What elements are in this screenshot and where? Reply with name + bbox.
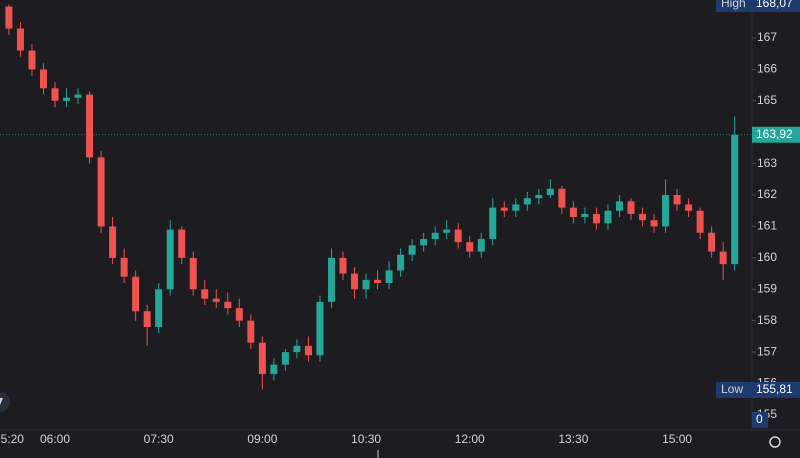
candle-body: [558, 188, 566, 208]
candle-body: [189, 257, 197, 290]
candle-body: [500, 207, 508, 211]
candle-body: [477, 239, 485, 252]
candle-body: [512, 204, 520, 211]
low-value: 155,81: [756, 382, 793, 396]
candle-body: [63, 97, 71, 101]
volume-box: [752, 412, 768, 428]
candle-body: [235, 308, 243, 321]
candle-body: [51, 88, 59, 101]
x-tick-label: 06:00: [40, 432, 70, 446]
candle-body: [374, 279, 382, 284]
candle-body: [489, 207, 497, 240]
y-tick-label: 161: [757, 219, 777, 233]
x-tick-label: 10:30: [351, 432, 381, 446]
x-tick-label: 07:30: [144, 432, 174, 446]
y-tick-label: 162: [757, 187, 777, 201]
candle-body: [339, 257, 347, 274]
candle-body: [16, 28, 24, 51]
candle-body: [293, 345, 301, 353]
candle-body: [351, 273, 359, 290]
candle-body: [420, 239, 428, 246]
candle-body: [385, 270, 393, 284]
high-value: 168,07: [756, 0, 793, 10]
candle-body: [466, 242, 474, 252]
candle-body: [431, 232, 439, 240]
candle-body: [247, 320, 255, 343]
candle-body: [304, 345, 312, 356]
candle-body: [86, 94, 94, 158]
candle-body: [327, 257, 335, 302]
y-tick-label: 157: [757, 344, 777, 358]
candle-body: [454, 229, 462, 243]
y-tick-label: 163: [757, 156, 777, 170]
volume-value: 0: [756, 412, 763, 426]
y-tick-label: 158: [757, 313, 777, 327]
candle-body: [523, 198, 531, 205]
candle-body: [39, 69, 47, 89]
high-label: High: [721, 0, 746, 10]
x-tick-label: 12:00: [455, 432, 485, 446]
candle-body: [120, 257, 128, 277]
candle-body: [28, 50, 36, 70]
candle-body: [581, 213, 589, 218]
y-tick-label: 166: [757, 62, 777, 76]
candle-body: [201, 289, 209, 299]
candle-body: [719, 251, 727, 265]
candle-body: [615, 201, 623, 211]
candle-body: [662, 195, 670, 227]
candle-body: [178, 229, 186, 258]
candle-body: [569, 207, 577, 218]
scroll-button[interactable]: [0, 392, 10, 412]
x-tick-label: 15:00: [662, 432, 692, 446]
low-box: [716, 382, 800, 398]
candle-body: [74, 94, 82, 98]
candle-body: [639, 213, 647, 221]
candle-body: [109, 226, 117, 258]
candle-body: [604, 210, 612, 224]
candle-body: [443, 229, 451, 233]
candle-body: [708, 232, 716, 252]
candle-body: [362, 279, 370, 290]
settings-button[interactable]: [769, 436, 781, 448]
last-price-value: 163,92: [756, 127, 793, 141]
y-tick-label: 159: [757, 281, 777, 295]
candle-body: [5, 6, 13, 29]
low-label: Low: [721, 382, 743, 396]
candle-body: [155, 289, 163, 327]
x-tick-label: 05:20: [0, 432, 24, 446]
candle-body: [650, 220, 658, 227]
y-tick-label: 167: [757, 30, 777, 44]
candle-body: [212, 298, 220, 302]
candle-body: [408, 245, 416, 255]
high-box: [716, 0, 800, 12]
candle-body: [627, 201, 635, 214]
candle-body: [281, 352, 289, 365]
candle-body: [673, 195, 681, 205]
candle-body: [270, 364, 278, 375]
candle-body: [397, 254, 405, 271]
scroll-icon: [0, 398, 3, 405]
x-tick-label: 13:30: [558, 432, 588, 446]
candle-body: [132, 276, 140, 312]
candle-body: [143, 311, 151, 327]
x-tick-label: 09:00: [247, 432, 277, 446]
candle-body: [166, 229, 174, 290]
candle-body: [592, 213, 600, 224]
candle-body: [224, 301, 232, 309]
last-price-box: [752, 126, 800, 143]
candle-body: [685, 204, 693, 211]
candle-body: [97, 157, 105, 227]
y-tick-label: 160: [757, 250, 777, 264]
candle-body: [731, 134, 739, 265]
y-tick-label: 165: [757, 93, 777, 107]
candle-body: [535, 195, 543, 199]
candle-body: [696, 210, 704, 233]
candle-body: [316, 301, 324, 356]
candle-body: [258, 342, 266, 375]
candle-body: [546, 188, 554, 196]
